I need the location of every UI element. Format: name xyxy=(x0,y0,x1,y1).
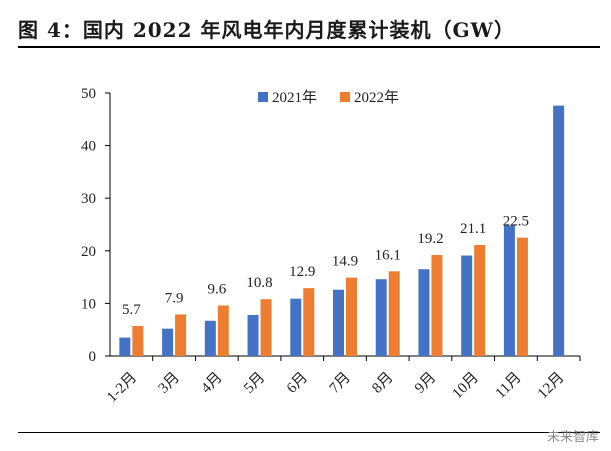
x-tick-label: 7月 xyxy=(327,370,354,397)
data-label-2022: 7.9 xyxy=(165,290,184,306)
x-tick-label: 3月 xyxy=(156,370,183,397)
bar-2021 xyxy=(290,298,302,356)
y-tick-label: 10 xyxy=(81,296,96,312)
bar-2022 xyxy=(132,326,144,356)
bar-2021 xyxy=(119,337,131,356)
data-label-2022: 19.2 xyxy=(417,231,443,247)
data-label-2022: 9.6 xyxy=(207,282,226,298)
data-label-2022: 10.8 xyxy=(246,275,272,291)
figure-title: 图 4：国内 2022 年风电年内月度累计装机（GW） xyxy=(18,18,516,42)
chart-legend: 2021年 2022年 xyxy=(258,89,399,106)
y-tick-label: 40 xyxy=(81,139,96,155)
x-tick-label: 9月 xyxy=(412,370,439,397)
x-tick-label: 10月 xyxy=(449,370,482,403)
bar-2022 xyxy=(175,314,187,356)
bar-2022 xyxy=(474,245,486,356)
x-tick-label: 12月 xyxy=(535,370,568,403)
x-tick-label: 6月 xyxy=(284,370,311,397)
bar-2022 xyxy=(260,299,272,356)
bar-2022 xyxy=(303,288,315,356)
x-tick-label: 5月 xyxy=(241,370,268,397)
bar-2021 xyxy=(375,279,387,356)
title-rule xyxy=(18,46,600,48)
data-label-2022: 22.5 xyxy=(503,214,529,230)
bar-2021 xyxy=(247,314,259,356)
bar-2022 xyxy=(516,237,528,356)
bar-2021 xyxy=(503,225,515,356)
bar-2022 xyxy=(346,277,357,356)
x-tick-label: 1-2月 xyxy=(104,370,140,406)
x-tick-label: 4月 xyxy=(198,370,225,397)
legend-swatch xyxy=(340,92,350,102)
y-tick-label: 20 xyxy=(81,244,96,260)
data-label-2022: 21.1 xyxy=(460,221,486,237)
bar-2021 xyxy=(553,105,565,357)
bar-2021 xyxy=(204,320,216,356)
bar-2021 xyxy=(162,328,174,356)
watermark: 未来智库 xyxy=(546,430,599,445)
chart-bars xyxy=(119,105,565,357)
y-tick-label: 0 xyxy=(89,349,97,365)
y-tick-label: 50 xyxy=(81,86,96,102)
bar-2021 xyxy=(333,289,344,356)
data-label-2022: 5.7 xyxy=(122,302,141,318)
bar-2022 xyxy=(388,271,400,356)
legend-label: 2022年 xyxy=(354,89,399,106)
data-label-2022: 16.1 xyxy=(375,247,401,263)
bar-2022 xyxy=(431,255,443,356)
y-tick-label: 30 xyxy=(81,191,96,207)
bottom-rule xyxy=(18,432,600,433)
data-label-2022: 14.9 xyxy=(332,254,358,270)
legend-label: 2021年 xyxy=(272,89,317,106)
x-tick-label: 11月 xyxy=(493,370,525,402)
legend-swatch xyxy=(258,92,268,102)
bar-2021 xyxy=(418,269,430,356)
chart-data-labels: 5.7 7.9 9.6 10.8 12.9 14.9 16.1 19.2 21.1 22.5 xyxy=(122,214,529,318)
bar-2021 xyxy=(461,255,473,356)
data-label-2022: 12.9 xyxy=(289,264,315,280)
x-tick-label: 8月 xyxy=(369,370,396,397)
bar-2022 xyxy=(217,305,229,356)
